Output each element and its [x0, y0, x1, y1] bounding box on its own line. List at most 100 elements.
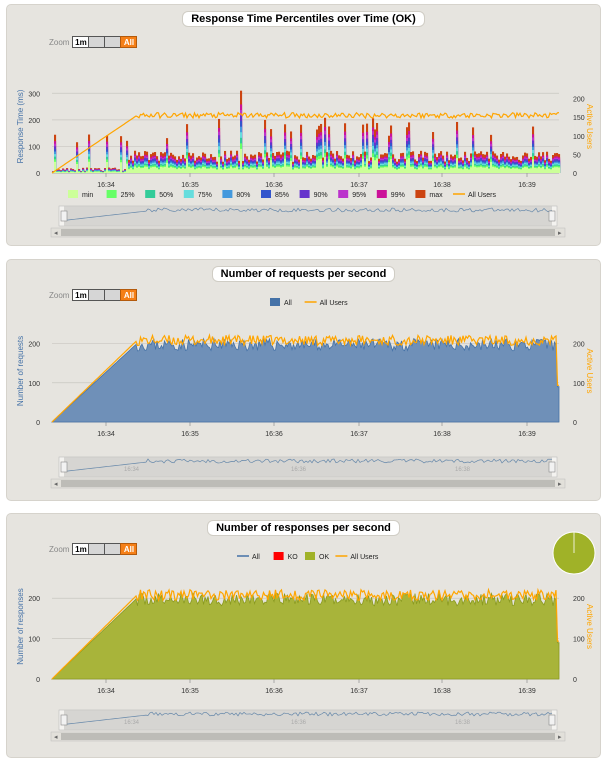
- x-tick-label: 16:37: [350, 431, 368, 438]
- percentile-bar: [550, 169, 553, 173]
- percentile-bar: [446, 166, 449, 173]
- percentile-bar: [418, 167, 421, 173]
- percentile-bar: [82, 171, 85, 173]
- percentile-bar: [462, 169, 465, 173]
- percentile-bar: [276, 166, 279, 173]
- percentile-bar: [480, 166, 483, 173]
- percentile-bar: [130, 167, 133, 173]
- percentile-bar: [426, 167, 429, 173]
- percentile-bar: [552, 167, 555, 173]
- y-tick-label: 0: [36, 420, 40, 427]
- percentile-bar: [76, 164, 79, 173]
- y2-tick-label: 0: [573, 420, 577, 427]
- legend-swatch: [299, 190, 310, 198]
- percentile-bar: [300, 158, 303, 173]
- percentile-bar: [138, 166, 141, 173]
- percentile-bar: [510, 168, 513, 173]
- percentile-bar: [292, 169, 295, 173]
- legend-swatch: [261, 190, 271, 198]
- percentile-bar: [142, 167, 145, 173]
- percentile-bar: [420, 166, 423, 173]
- legend-item-label: min: [82, 192, 93, 199]
- percentile-bar: [452, 168, 455, 173]
- legend-item-label: All: [284, 300, 292, 307]
- percentile-bar: [62, 171, 65, 173]
- legend-swatch: [376, 190, 387, 198]
- percentile-bar: [346, 167, 349, 173]
- legend-swatch: [145, 190, 156, 198]
- x-tick-label: 16:35: [181, 431, 199, 438]
- percentile-bar: [106, 161, 109, 173]
- percentile-bar: [184, 168, 187, 173]
- legend-item-label: 95%: [352, 192, 366, 199]
- navigator-tick-label: 16:36: [291, 467, 307, 473]
- percentile-bar: [468, 169, 471, 173]
- percentile-bar: [260, 167, 263, 173]
- percentile-bar: [554, 167, 557, 173]
- percentile-bar: [454, 167, 457, 173]
- legend-item-label: OK: [319, 554, 329, 561]
- percentile-bar: [492, 166, 495, 173]
- percentile-bar: [250, 167, 253, 173]
- percentile-bar: [80, 172, 83, 173]
- percentile-bar: [514, 168, 517, 173]
- y2-tick-label: 200: [573, 596, 585, 603]
- y2-tick-label: 100: [573, 637, 585, 644]
- percentile-bar: [242, 169, 245, 173]
- navigator-tick-label: 16:38: [455, 467, 471, 473]
- percentile-bar: [210, 167, 213, 173]
- percentile-bar: [224, 166, 227, 173]
- scrollbar-thumb: [61, 480, 555, 487]
- percentile-bar: [202, 167, 205, 173]
- percentile-bar: [448, 169, 451, 173]
- percentile-bar: [394, 168, 397, 173]
- legend-item-label: 85%: [275, 192, 289, 199]
- percentile-bar: [352, 166, 355, 173]
- legend-item-label: All Users: [468, 192, 497, 199]
- percentile-bar: [494, 167, 497, 173]
- percentile-bar: [506, 167, 509, 173]
- percentile-bar: [524, 167, 527, 173]
- percentile-bar: [196, 168, 199, 173]
- percentile-bar: [174, 168, 177, 173]
- legend-item-label: 50%: [159, 192, 173, 199]
- zoom-all-button[interactable]: All: [120, 543, 138, 555]
- x-tick-label: 16:39: [518, 431, 536, 438]
- percentile-bar: [490, 161, 493, 173]
- percentile-bar: [140, 168, 143, 173]
- legend-item-label: 90%: [314, 192, 328, 199]
- y-axis-label: Response Time (ms): [16, 89, 25, 163]
- percentile-bar: [414, 169, 417, 173]
- percentile-bar: [64, 172, 67, 173]
- legend-swatch: [305, 552, 315, 560]
- navigator-tick-label: 16:34: [124, 467, 140, 473]
- scroll-right-icon: ▸: [558, 481, 562, 488]
- percentile-bar: [128, 169, 131, 173]
- percentile-bar: [458, 168, 461, 173]
- zoom-all-button[interactable]: All: [120, 289, 138, 301]
- percentile-bar: [542, 166, 545, 173]
- y-tick-label: 0: [36, 677, 40, 684]
- y2-tick-label: 200: [573, 342, 585, 349]
- percentile-bar: [72, 171, 75, 173]
- percentile-bar: [100, 172, 103, 173]
- x-tick-label: 16:38: [433, 431, 451, 438]
- y2-tick-label: 100: [573, 381, 585, 388]
- zoom-1m-button[interactable]: 1m: [72, 36, 90, 48]
- percentile-bar: [160, 166, 163, 173]
- scroll-right-icon: ▸: [558, 734, 562, 741]
- chart-panel-percentiles: Response Time Percentiles over Time (OK)…: [6, 4, 601, 246]
- percentile-bar: [428, 169, 431, 173]
- percentile-bar: [442, 167, 445, 173]
- percentile-bar: [274, 168, 277, 173]
- percentile-bar: [344, 158, 347, 173]
- percentile-bar: [240, 148, 243, 173]
- percentile-bar: [520, 169, 523, 173]
- requests-area: [50, 337, 560, 423]
- y2-tick-label: 50: [573, 152, 581, 159]
- navigator-line: [63, 711, 553, 725]
- percentile-bar: [400, 167, 403, 173]
- percentile-bar: [116, 171, 119, 173]
- zoom-all-button[interactable]: All: [120, 36, 138, 48]
- percentile-bar: [110, 171, 113, 173]
